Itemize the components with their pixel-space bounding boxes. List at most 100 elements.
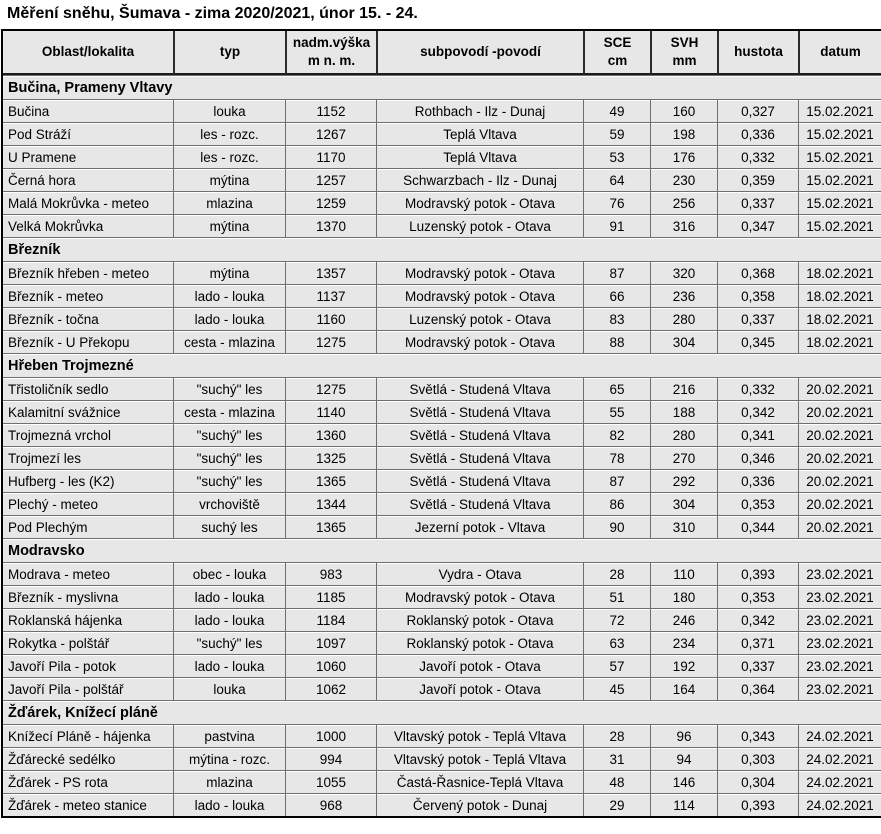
cell-subpovodi-povodi: Modravský potok - Otava [376, 284, 583, 307]
cell-oblast-lokalita: Černá hora [3, 168, 173, 191]
cell-hustota: 0,332 [717, 377, 798, 400]
cell-typ: louka [173, 99, 285, 122]
cell-nadm-vyska: 1365 [285, 515, 376, 538]
cell-typ: lado - louka [173, 307, 285, 330]
cell-sce-cm: 83 [583, 307, 650, 330]
cell-typ: mlazina [173, 191, 285, 214]
cell-subpovodi-povodi: Luzenský potok - Otava [376, 214, 583, 237]
snow-measurements-table: Oblast/lokalita typ nadm.výška m n. m. s… [1, 29, 881, 818]
table-row: Trojmezná vrchol "suchý" les 1360 Světlá - … [3, 423, 881, 446]
cell-svh-mm: 94 [650, 747, 717, 770]
cell-subpovodi-povodi: Vltavský potok - Teplá Vltava [376, 747, 583, 770]
cell-hustota: 0,342 [717, 608, 798, 631]
cell-subpovodi-povodi: Světlá - Studená Vltava [376, 377, 583, 400]
cell-typ: lado - louka [173, 284, 285, 307]
cell-nadm-vyska: 1097 [285, 631, 376, 654]
column-header-hustota: hustota [717, 31, 798, 75]
cell-sce-cm: 55 [583, 400, 650, 423]
column-header-sce-cm: SCE cm [583, 31, 650, 75]
cell-sce-cm: 90 [583, 515, 650, 538]
cell-oblast-lokalita: Malá Mokrůvka - meteo [3, 191, 173, 214]
cell-datum: 20.02.2021 [798, 469, 881, 492]
cell-hustota: 0,303 [717, 747, 798, 770]
table-row: Plechý - meteo vrchoviště 1344 Světlá - Stu… [3, 492, 881, 515]
cell-subpovodi-povodi: Teplá Vltava [376, 145, 583, 168]
cell-svh-mm: 164 [650, 677, 717, 700]
cell-svh-mm: 280 [650, 423, 717, 446]
cell-datum: 23.02.2021 [798, 654, 881, 677]
cell-svh-mm: 320 [650, 261, 717, 284]
cell-hustota: 0,341 [717, 423, 798, 446]
cell-subpovodi-povodi: Modravský potok - Otava [376, 191, 583, 214]
cell-subpovodi-povodi: Světlá - Studená Vltava [376, 400, 583, 423]
cell-svh-mm: 280 [650, 307, 717, 330]
cell-typ: lado - louka [173, 793, 285, 816]
cell-sce-cm: 82 [583, 423, 650, 446]
cell-datum: 18.02.2021 [798, 261, 881, 284]
table-row: U Pramene les - rozc. 1170 Teplá Vltava 53 17… [3, 145, 881, 168]
cell-oblast-lokalita: Pod Plechým [3, 515, 173, 538]
cell-nadm-vyska: 1140 [285, 400, 376, 423]
cell-hustota: 0,342 [717, 400, 798, 423]
cell-sce-cm: 49 [583, 99, 650, 122]
cell-sce-cm: 66 [583, 284, 650, 307]
cell-oblast-lokalita: Rokytka - polštář [3, 631, 173, 654]
cell-svh-mm: 236 [650, 284, 717, 307]
cell-typ: cesta - mlazina [173, 330, 285, 353]
cell-datum: 24.02.2021 [798, 793, 881, 816]
cell-sce-cm: 91 [583, 214, 650, 237]
cell-subpovodi-povodi: Červený potok - Dunaj [376, 793, 583, 816]
table-row: Březník hřeben - meteo mýtina 1357 Modravsk… [3, 261, 881, 284]
section-header: Žďárek, Knížecí pláně [3, 700, 881, 724]
table-row: Malá Mokrůvka - meteo mlazina 1259 Modravsk… [3, 191, 881, 214]
cell-typ: les - rozc. [173, 122, 285, 145]
cell-subpovodi-povodi: Jezerní potok - Vltava [376, 515, 583, 538]
cell-oblast-lokalita: Bučina [3, 99, 173, 122]
cell-subpovodi-povodi: Světlá - Studená Vltava [376, 446, 583, 469]
cell-hustota: 0,304 [717, 770, 798, 793]
cell-nadm-vyska: 1152 [285, 99, 376, 122]
cell-datum: 24.02.2021 [798, 770, 881, 793]
cell-typ: mýtina [173, 214, 285, 237]
cell-sce-cm: 65 [583, 377, 650, 400]
cell-nadm-vyska: 1170 [285, 145, 376, 168]
cell-typ: mýtina - rozc. [173, 747, 285, 770]
cell-hustota: 0,345 [717, 330, 798, 353]
cell-svh-mm: 304 [650, 330, 717, 353]
table-row: Černá hora mýtina 1257 Schwarzbach - Ilz - … [3, 168, 881, 191]
cell-nadm-vyska: 1357 [285, 261, 376, 284]
cell-hustota: 0,359 [717, 168, 798, 191]
cell-typ: "suchý" les [173, 446, 285, 469]
cell-oblast-lokalita: Knížecí Pláně - hájenka [3, 724, 173, 747]
cell-oblast-lokalita: Velká Mokrůvka [3, 214, 173, 237]
cell-oblast-lokalita: Roklanská hájenka [3, 608, 173, 631]
table-row: Kalamitní svážnice cesta - mlazina 1140 Svě… [3, 400, 881, 423]
cell-datum: 15.02.2021 [798, 122, 881, 145]
cell-subpovodi-povodi: Luzenský potok - Otava [376, 307, 583, 330]
cell-svh-mm: 216 [650, 377, 717, 400]
cell-hustota: 0,358 [717, 284, 798, 307]
cell-oblast-lokalita: Třistoličník sedlo [3, 377, 173, 400]
cell-subpovodi-povodi: Světlá - Studená Vltava [376, 423, 583, 446]
cell-svh-mm: 96 [650, 724, 717, 747]
cell-datum: 18.02.2021 [798, 307, 881, 330]
section-header: Březník [3, 237, 881, 261]
cell-datum: 18.02.2021 [798, 284, 881, 307]
cell-svh-mm: 176 [650, 145, 717, 168]
cell-datum: 20.02.2021 [798, 400, 881, 423]
table-body: Bučina, Prameny Vltavy Bučina louka 1152 Rot… [3, 75, 881, 816]
cell-sce-cm: 88 [583, 330, 650, 353]
cell-hustota: 0,327 [717, 99, 798, 122]
cell-svh-mm: 192 [650, 654, 717, 677]
table-row: Žďárek - PS rota mlazina 1055 Častá-Řasnice… [3, 770, 881, 793]
column-header-typ: typ [173, 31, 285, 75]
column-header-svh-mm: SVH mm [650, 31, 717, 75]
cell-datum: 15.02.2021 [798, 191, 881, 214]
cell-sce-cm: 87 [583, 469, 650, 492]
cell-oblast-lokalita: Javoří Pila - polštář [3, 677, 173, 700]
table-row: Javoří Pila - potok lado - louka 1060 Javoř… [3, 654, 881, 677]
column-header-oblast-lokalita: Oblast/lokalita [3, 31, 173, 75]
cell-nadm-vyska: 1185 [285, 585, 376, 608]
header-row: Oblast/lokalita typ nadm.výška m n. m. s… [3, 31, 881, 75]
